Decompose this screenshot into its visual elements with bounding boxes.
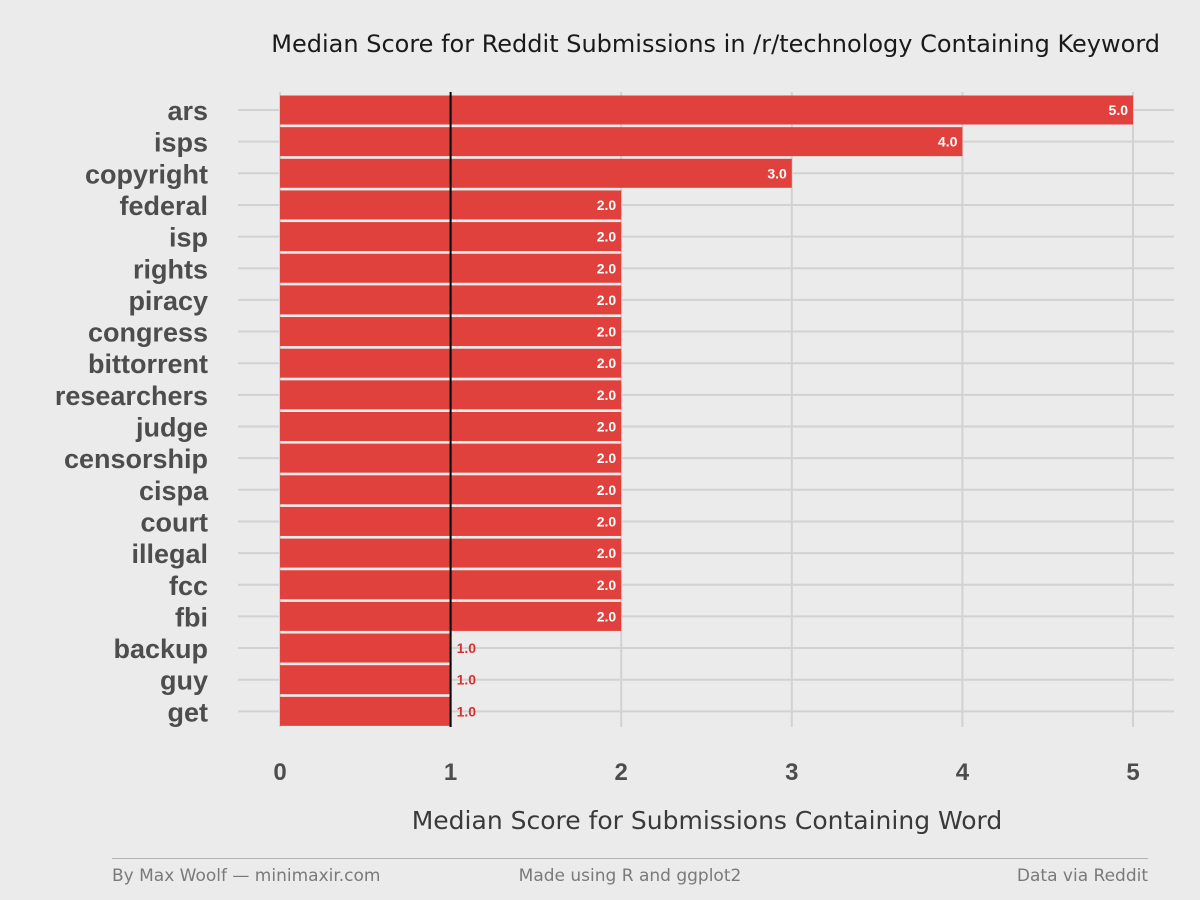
category-label: federal [119, 191, 208, 221]
bar-value-label: 2.0 [597, 450, 617, 466]
category-label: backup [113, 634, 208, 664]
footer: By Max Woolf — minimaxir.com Made using … [112, 858, 1148, 886]
x-axis-label: Median Score for Submissions Containing … [412, 806, 1003, 835]
bar-value-label: 2.0 [597, 355, 617, 371]
x-tick-label: 1 [444, 759, 457, 786]
category-label: cispa [139, 476, 209, 506]
bar-value-label: 2.0 [597, 260, 617, 276]
footer-credit: By Max Woolf — minimaxir.com [112, 866, 381, 886]
bar-value-label: 2.0 [597, 292, 617, 308]
category-label: fbi [175, 602, 208, 632]
category-label: censorship [64, 444, 208, 474]
category-label: court [141, 507, 209, 537]
category-label: fcc [169, 571, 208, 601]
category-label: isps [154, 128, 208, 158]
category-label: judge [135, 413, 208, 443]
bar-value-label: 4.0 [938, 134, 958, 150]
bar [280, 95, 1133, 125]
x-tick-label: 2 [615, 759, 628, 786]
x-tick-label: 5 [1126, 759, 1139, 786]
category-label: bittorrent [88, 349, 208, 379]
bar-value-label: 2.0 [597, 197, 617, 213]
footer-source: Data via Reddit [1016, 866, 1148, 886]
bar-value-label: 1.0 [457, 640, 477, 656]
bar [280, 696, 451, 726]
category-label: copyright [85, 159, 208, 189]
x-tick-label: 4 [956, 759, 970, 786]
bar [280, 127, 963, 157]
category-label: ars [167, 96, 208, 126]
bar-value-label: 2.0 [597, 577, 617, 593]
bar-value-label: 2.0 [597, 324, 617, 340]
bar [280, 633, 451, 663]
category-label: illegal [131, 539, 208, 569]
footer-tooling: Made using R and ggplot2 [518, 866, 742, 886]
bar-chart: Median Score for Reddit Submissions in /… [55, 30, 1174, 835]
x-tick-label: 0 [273, 759, 286, 786]
category-label: congress [88, 318, 208, 348]
x-tick-label: 3 [785, 759, 798, 786]
bar-value-label: 5.0 [1109, 102, 1129, 118]
category-label: guy [160, 666, 208, 696]
bar [280, 665, 451, 695]
category-label: rights [133, 254, 208, 284]
bar-value-label: 1.0 [457, 672, 477, 688]
bar-value-label: 3.0 [767, 165, 787, 181]
category-label: isp [169, 223, 208, 253]
category-label: researchers [55, 381, 208, 411]
bar-value-label: 2.0 [597, 229, 617, 245]
bar-value-label: 2.0 [597, 513, 617, 529]
bar-value-label: 2.0 [597, 545, 617, 561]
bar-value-label: 2.0 [597, 387, 617, 403]
bar-value-label: 1.0 [457, 703, 477, 719]
bar-value-label: 2.0 [597, 608, 617, 624]
category-label: get [168, 697, 209, 727]
category-label: piracy [128, 286, 208, 316]
bar-value-label: 2.0 [597, 419, 617, 435]
bar-value-label: 2.0 [597, 482, 617, 498]
chart-title: Median Score for Reddit Submissions in /… [271, 30, 1160, 58]
bars [280, 95, 1133, 726]
bar [280, 158, 792, 188]
